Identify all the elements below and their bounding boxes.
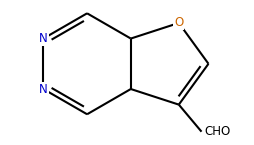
Text: O: O [173,16,183,29]
Text: N: N [39,83,47,96]
Text: N: N [39,32,47,45]
Text: CHO: CHO [203,125,229,138]
